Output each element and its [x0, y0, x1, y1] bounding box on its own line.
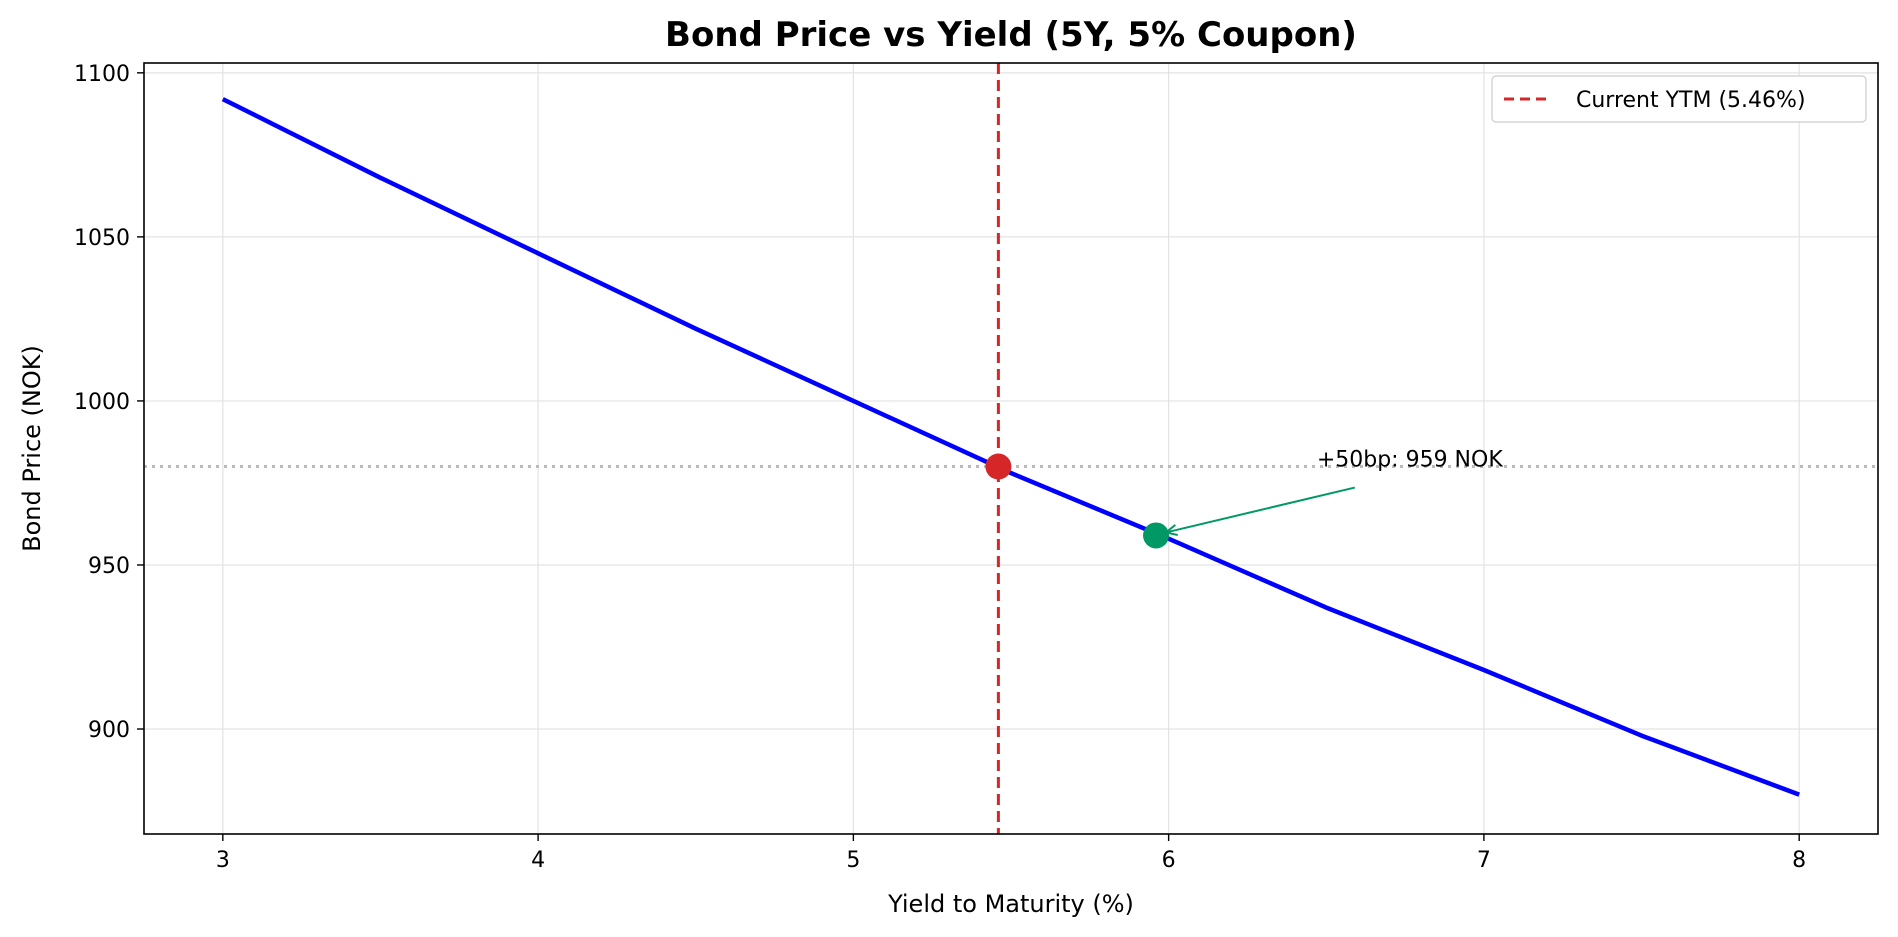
y-tick-label: 900: [88, 718, 130, 743]
x-tick-label: 4: [531, 848, 545, 873]
markers-layer: [985, 453, 1170, 549]
chart-title: Bond Price vs Yield (5Y, 5% Coupon): [665, 15, 1357, 55]
series-layer: [221, 97, 1800, 797]
x-axis-label: Yield to Maturity (%): [887, 890, 1134, 918]
legend-box: [1491, 75, 1867, 123]
y-tick-label: 950: [88, 554, 130, 579]
y-tick-label: 1100: [74, 62, 130, 87]
y-tick-label: 1000: [74, 390, 130, 415]
y-tick-label: 1050: [74, 226, 130, 251]
annotation-arrowhead: [1163, 524, 1178, 536]
y-axis-ticks: 900 950 1000 1050 1100: [74, 62, 144, 743]
price-yield-curve: [221, 97, 1800, 797]
shifted-point-marker: [1143, 522, 1170, 549]
x-tick-label: 6: [1162, 848, 1176, 873]
reference-lines: [144, 63, 1878, 834]
grid: [144, 63, 1878, 834]
x-tick-label: 3: [216, 848, 230, 873]
legend-label-current-ytm: Current YTM (5.46%): [1576, 88, 1806, 113]
x-tick-label: 8: [1792, 848, 1806, 873]
legend: Current YTM (5.46%): [1491, 75, 1867, 123]
annotation-text: +50bp: 959 NOK: [1317, 448, 1504, 473]
x-tick-label: 7: [1477, 848, 1491, 873]
annotation-layer: +50bp: 959 NOK: [1163, 448, 1504, 536]
x-tick-label: 5: [846, 848, 860, 873]
current-point-marker: [985, 453, 1012, 480]
x-axis-ticks: 3 4 5 6 7 8: [216, 834, 1806, 873]
plot-frame: [143, 62, 1879, 835]
y-axis-label: Bond Price (NOK): [18, 345, 46, 552]
annotation-arrow: [1165, 486, 1356, 534]
